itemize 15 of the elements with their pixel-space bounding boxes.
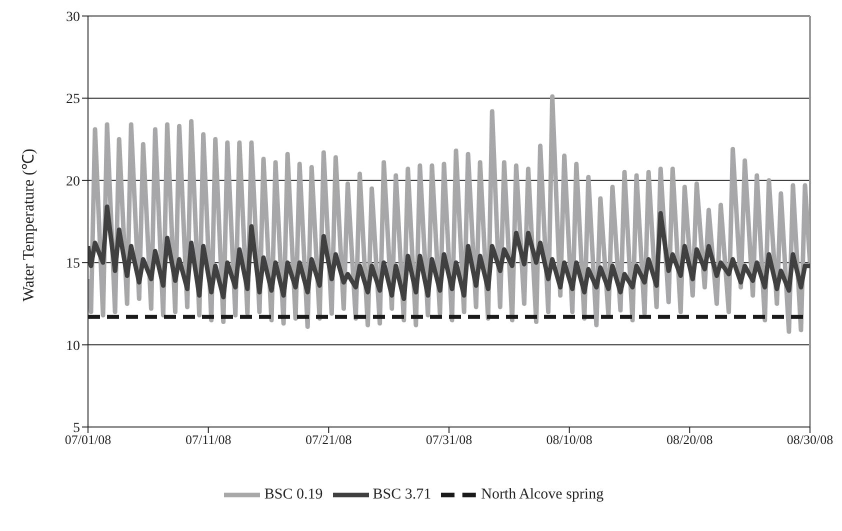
- y-tick-label: 15: [66, 256, 80, 272]
- x-tick-label: 08/30/08: [786, 432, 834, 448]
- x-tick-label: 08/10/08: [546, 432, 592, 448]
- legend-label: BSC 0.19: [264, 486, 323, 502]
- y-tick-label: 25: [66, 92, 80, 108]
- y-tick-label: 10: [66, 338, 80, 354]
- x-tick-label: 07/21/08: [306, 432, 352, 448]
- x-tick-label: 07/11/08: [185, 432, 232, 448]
- y-tick-label: 20: [66, 174, 80, 190]
- x-tick-label: 07/31/08: [426, 432, 472, 448]
- y-tick-label: 30: [66, 10, 80, 25]
- legend-label: North Alcove spring: [481, 486, 604, 502]
- legend-label: BSC 3.71: [372, 486, 432, 502]
- y-axis-title: Water Temperature (℃): [20, 148, 38, 302]
- x-tick-label: 08/20/08: [666, 432, 713, 448]
